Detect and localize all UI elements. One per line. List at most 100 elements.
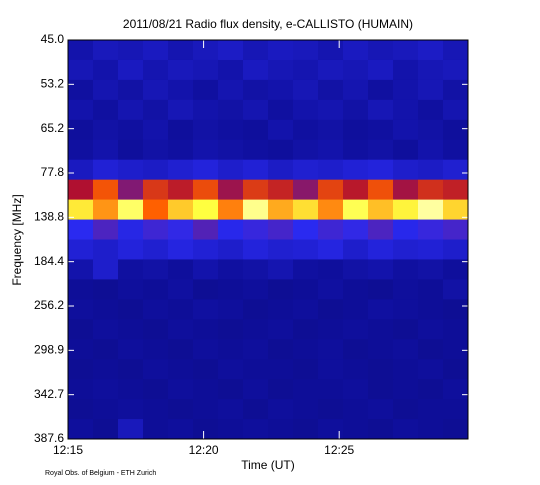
heat-cell: [93, 359, 119, 380]
heat-cell: [118, 79, 144, 101]
heat-cell: [268, 239, 294, 260]
heat-cell: [393, 299, 419, 320]
heat-cell: [193, 179, 219, 201]
heat-cell: [118, 239, 144, 260]
heat-cell: [143, 139, 169, 161]
heat-cell: [368, 59, 394, 81]
heat-cell: [393, 159, 419, 181]
heat-cell: [268, 339, 294, 360]
heat-cell: [368, 199, 394, 221]
heat-cell: [193, 319, 219, 340]
heat-cell: [218, 279, 244, 300]
heat-cell: [68, 239, 94, 260]
heat-cell: [368, 259, 394, 280]
heat-cell: [118, 40, 144, 61]
heat-cell: [118, 139, 144, 161]
heat-cell: [218, 319, 244, 340]
heat-cell: [293, 399, 319, 420]
heat-cell: [318, 419, 344, 440]
heat-cell: [393, 259, 419, 280]
heat-cell: [443, 339, 469, 360]
heat-cell: [393, 59, 419, 81]
heat-cell: [268, 99, 294, 121]
heat-cell: [193, 419, 219, 440]
heat-cell: [443, 299, 469, 320]
heat-cell: [418, 419, 444, 440]
y-tick-label: 77.8: [41, 165, 65, 179]
heat-cell: [393, 339, 419, 360]
heat-cell: [243, 379, 269, 400]
heat-cell: [193, 279, 219, 300]
heat-cell: [318, 159, 344, 181]
heat-cell: [368, 159, 394, 181]
heat-cell: [193, 79, 219, 101]
heat-cell: [443, 239, 469, 260]
heat-cell: [418, 40, 444, 61]
heat-cell: [168, 159, 194, 181]
heat-cell: [368, 219, 394, 240]
heat-cell: [118, 359, 144, 380]
heat-cell: [393, 199, 419, 221]
heat-cell: [243, 219, 269, 240]
heat-cell: [318, 179, 344, 201]
heat-cell: [218, 79, 244, 101]
heat-cell: [268, 259, 294, 280]
heat-cell: [293, 119, 319, 141]
heat-cell: [118, 379, 144, 400]
heat-cell: [68, 199, 94, 221]
heat-cell: [343, 59, 369, 81]
heat-cell: [118, 219, 144, 240]
heat-cell: [293, 299, 319, 320]
heat-cell: [368, 399, 394, 420]
heat-cell: [418, 299, 444, 320]
heat-cell: [168, 59, 194, 81]
heat-cell: [443, 119, 469, 141]
heat-cell: [93, 419, 119, 440]
plot-frame: [67, 39, 469, 440]
heat-cell: [118, 299, 144, 320]
heat-cell: [243, 99, 269, 121]
heat-cell: [393, 379, 419, 400]
heat-cell: [68, 79, 94, 101]
heat-cell: [143, 379, 169, 400]
heat-cell: [318, 319, 344, 340]
heat-cell: [393, 179, 419, 201]
heat-cell: [168, 419, 194, 440]
heat-cell: [218, 339, 244, 360]
heat-cell: [218, 259, 244, 280]
heat-cell: [93, 319, 119, 340]
heat-cell: [118, 179, 144, 201]
heat-cell: [268, 359, 294, 380]
heat-cell: [293, 219, 319, 240]
heat-cell: [243, 359, 269, 380]
heat-cell: [68, 419, 94, 440]
heat-cell: [293, 59, 319, 81]
heat-cell: [118, 199, 144, 221]
heat-cell: [318, 259, 344, 280]
heat-cell: [68, 319, 94, 340]
heat-cell: [68, 399, 94, 420]
heat-cell: [118, 159, 144, 181]
heat-cell: [318, 40, 344, 61]
heat-cell: [343, 199, 369, 221]
heat-cell: [443, 179, 469, 201]
heat-cell: [93, 79, 119, 101]
heat-cell: [168, 379, 194, 400]
heat-cell: [418, 119, 444, 141]
chart-title: 2011/08/21 Radio flux density, e-CALLIST…: [123, 17, 413, 31]
heat-cell: [293, 279, 319, 300]
heat-cell: [318, 199, 344, 221]
heat-cell: [368, 299, 394, 320]
heat-cell: [243, 40, 269, 61]
heat-cell: [418, 379, 444, 400]
heat-cell: [193, 399, 219, 420]
heat-cell: [143, 319, 169, 340]
heat-cell: [368, 139, 394, 161]
heat-cell: [168, 79, 194, 101]
heat-cell: [318, 359, 344, 380]
heat-cell: [443, 419, 469, 440]
heat-cell: [193, 259, 219, 280]
heat-cell: [268, 379, 294, 400]
heat-cell: [268, 299, 294, 320]
